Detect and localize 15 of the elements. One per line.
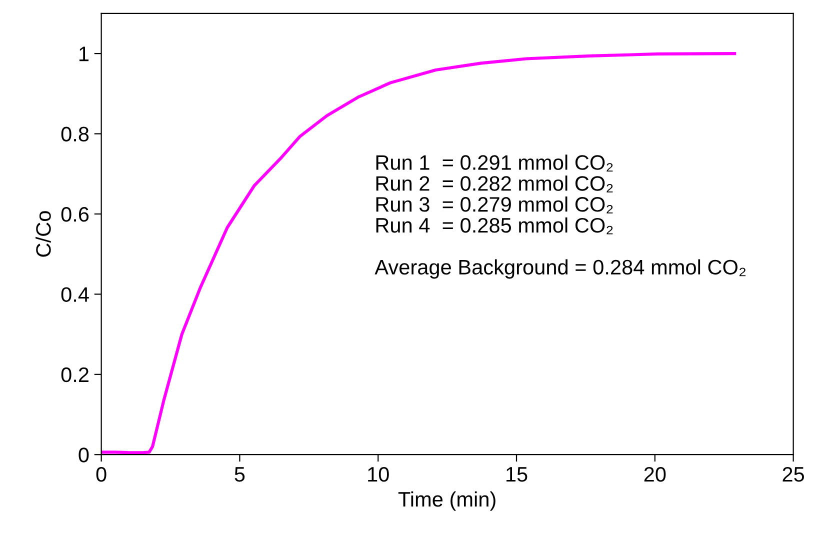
- y-tick-label: 0.4: [61, 287, 89, 302]
- x-tick-label: 25: [782, 466, 804, 482]
- x-tick-label: 0: [96, 466, 106, 482]
- x-tick-label: 10: [368, 466, 389, 482]
- x-axis-title: Time (min): [398, 491, 496, 511]
- y-tick-label: 1: [80, 46, 88, 62]
- x-tick-label: 5: [234, 467, 245, 482]
- y-tick-label: 0.8: [61, 126, 89, 142]
- annotation: Run 1 = 0.291 mmol CO₂ Run 2 = 0.282 mmol CO₂ Run 3 = 0.279 mmol CO₂ Run 4 = 0.285 mmol CO₂ Average Background = 0.284 mmol CO₂: [374, 154, 746, 279]
- y-tick-label: 0: [78, 448, 89, 462]
- x-tick-label: 15: [506, 467, 528, 482]
- y-axis-title: C/Co: [36, 211, 51, 257]
- y-tick-label: 0.6: [61, 206, 89, 222]
- y-tick-label: 0.2: [61, 367, 88, 382]
- x-tick-label: 20: [644, 466, 666, 482]
